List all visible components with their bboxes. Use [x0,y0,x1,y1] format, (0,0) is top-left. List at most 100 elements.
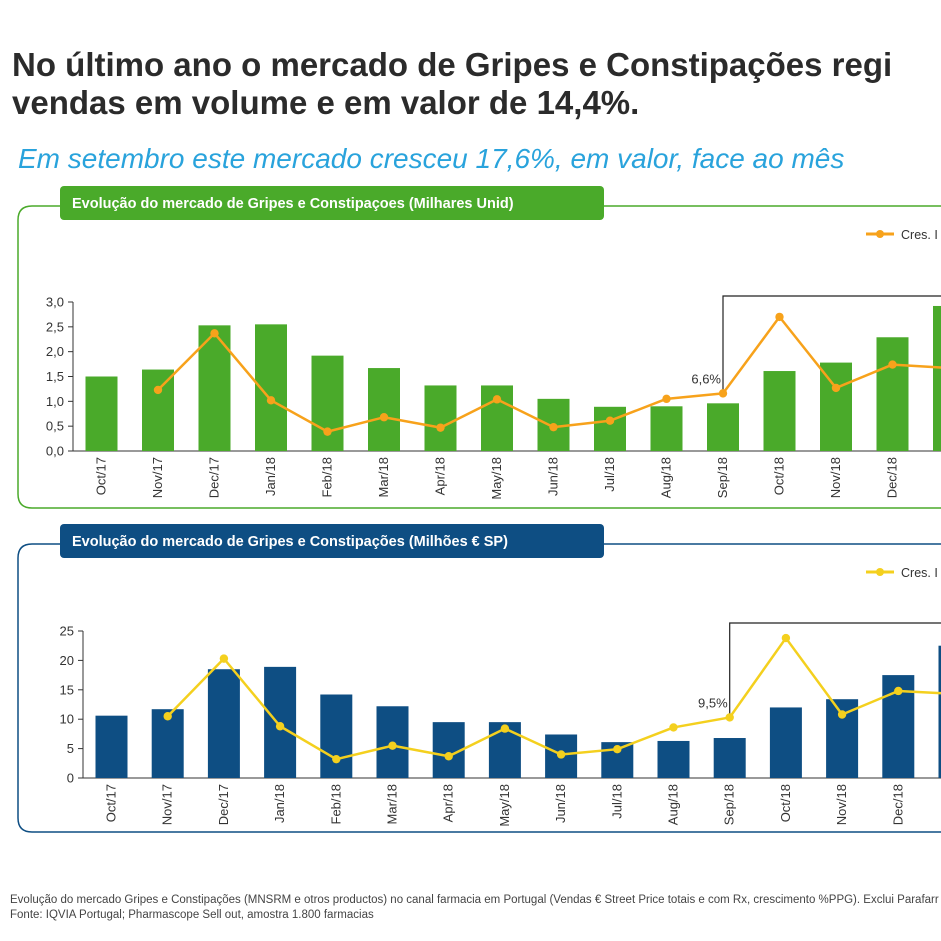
x-tick-label: Sep/18 [715,457,730,498]
y-tick-label: 10 [60,712,74,727]
bar [650,406,683,451]
x-tick-label: Dec/17 [216,784,231,825]
x-tick-label: Jun/18 [553,784,568,823]
subheadline: Em setembro este mercado cresceu 17,6%, … [18,143,845,174]
x-tick-label: Oct/17 [104,784,119,822]
x-tick-label: Nov/18 [828,457,843,498]
x-tick-label: Jan/18 [272,784,287,823]
bar [207,669,240,778]
headline-line-2: vendas em volume e em valor de 14,4%. [12,84,640,121]
x-tick-label: Feb/18 [328,784,343,824]
headline: No último ano o mercado de Gripes e Cons… [12,46,892,122]
x-tick-label: Dec/18 [885,457,900,498]
growth-point [379,413,389,422]
bar [95,715,128,778]
growth-point [332,754,341,764]
x-tick-label: Nov/17 [150,457,165,498]
x-tick-label: May/18 [489,457,504,500]
growth-point [605,416,615,425]
highlight-bracket [722,295,941,391]
growth-point [831,383,841,393]
growth-point [662,394,671,404]
bar [933,305,941,451]
bar [368,368,400,451]
x-tick-label: Oct/18 [772,457,787,495]
growth-point [549,422,558,432]
bar [938,645,941,778]
x-tick-label: Mar/18 [376,457,391,497]
x-tick-label: Oct/18 [778,784,793,822]
chart-title: Evolução do mercado de Gripes e Constipa… [72,534,508,550]
growth-point [888,360,897,369]
bar [876,337,909,451]
legend-marker-swatch [876,568,884,576]
y-tick-label: 15 [60,682,74,697]
x-tick-label: Aug/18 [666,784,681,825]
growth-point [775,312,784,322]
y-tick-label: 0,5 [46,419,64,434]
x-tick-label: Jun/18 [546,457,561,496]
growth-point [323,427,332,436]
bar [769,707,802,778]
bar [657,740,690,778]
footnote-description: Evolução do mercado Gripes e Constipaçõe… [10,894,939,906]
bar [320,694,353,778]
y-tick-label: 1,0 [46,394,64,409]
y-tick-label: 2,0 [46,344,64,359]
bar [763,371,796,451]
legend-label: Cres. I [901,228,938,242]
highlight-bracket [729,622,941,718]
x-tick-label: Dec/18 [890,784,905,825]
growth-point [492,395,502,404]
growth-point [266,396,276,405]
annotation-label: 6,6% [691,371,721,386]
x-tick-label: Apr/18 [433,457,448,495]
annotation-label: 9,5% [698,695,728,710]
headline-line-1: No último ano o mercado de Gripes e Cons… [12,46,893,83]
chart-header [60,186,604,220]
growth-point [388,741,397,750]
x-tick-label: Feb/18 [320,457,335,497]
growth-point [837,710,847,719]
growth-point [275,722,285,731]
growth-point [725,713,734,722]
bar [713,738,746,778]
y-tick-label: 0 [67,771,74,786]
chart-frame [17,205,941,509]
bar [142,369,174,451]
bar [311,355,344,451]
x-tick-label: Mar/18 [385,784,400,824]
growth-point [163,712,172,721]
x-tick-label: Jul/18 [602,457,617,492]
y-tick-label: 5 [67,741,74,756]
bar [820,362,852,451]
y-tick-label: 1,5 [46,369,64,384]
x-tick-label: Nov/18 [834,784,849,825]
y-tick-label: 25 [60,624,74,639]
legend-label: Cres. I [901,566,938,580]
growth-point [210,329,219,338]
chart-frame [17,543,941,833]
growth-point [556,750,566,759]
x-tick-label: Apr/18 [441,784,456,822]
y-tick-label: 2,5 [46,319,64,334]
growth-point [153,385,163,395]
bar [151,709,184,778]
growth-point [436,423,445,432]
x-tick-label: Dec/17 [207,457,222,498]
x-tick-label: Oct/17 [94,457,109,495]
x-tick-label: May/18 [497,784,512,827]
bar [594,406,626,451]
footnote-source: Fonte: IQVIA Portugal; Pharmascope Sell … [10,909,374,921]
growth-point [500,724,510,733]
x-tick-label: Aug/18 [659,457,674,498]
bar [85,376,118,451]
volume-chart: Evolução do mercado de Gripes e Constipa… [17,186,941,509]
y-tick-label: 0,0 [46,444,64,459]
growth-point [444,752,453,761]
growth-point [613,744,622,754]
bar [707,403,739,451]
y-tick-label: 20 [60,653,74,668]
bar [424,385,457,451]
x-tick-label: Sep/18 [722,784,737,825]
